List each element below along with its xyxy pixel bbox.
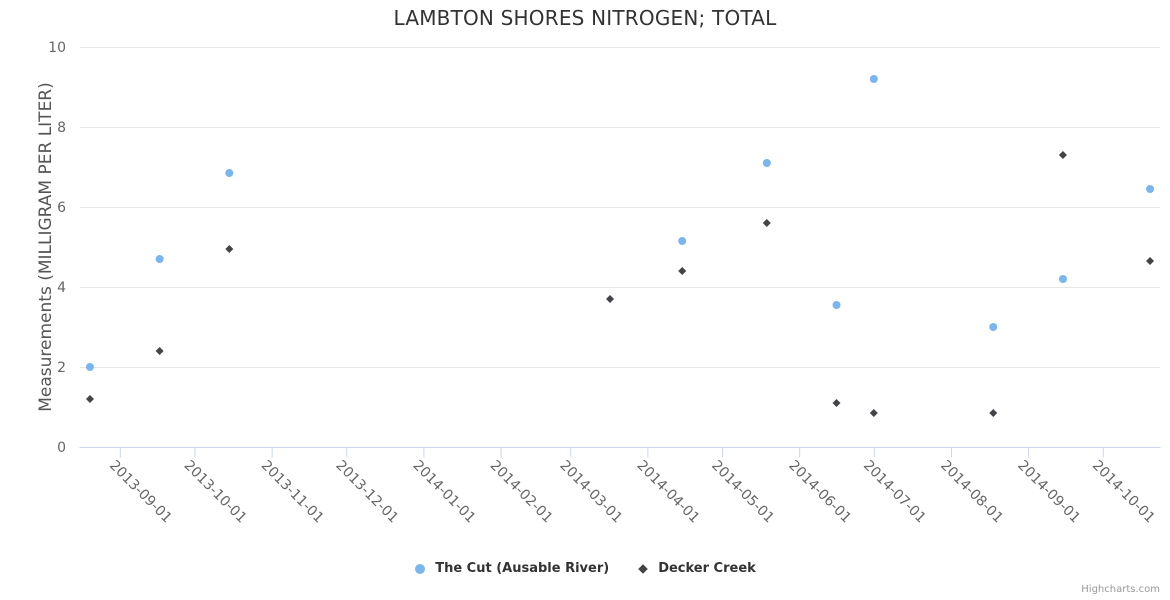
data-point-series-0[interactable] [155,255,164,263]
data-point-series-1[interactable] [85,395,94,403]
x-axis-label: 2014-05-01 [708,458,777,527]
data-point-series-0[interactable] [989,323,998,331]
y-axis-label: 8 [57,120,66,136]
data-point-series-1[interactable] [762,219,771,227]
data-point-series-0[interactable] [85,363,94,371]
data-point-series-1[interactable] [606,295,615,303]
data-point-series-1[interactable] [832,399,841,407]
x-axis-label: 2014-02-01 [487,458,556,527]
legend-marker-diamond-icon [638,563,648,574]
legend-label: The Cut (Ausable River) [435,561,610,576]
data-point-series-0[interactable] [225,169,234,177]
y-axis-label: 2 [57,360,66,376]
x-axis-label: 2014-04-01 [634,458,703,527]
data-point-series-1[interactable] [155,347,164,355]
chart-title: LAMBTON SHORES NITROGEN; TOTAL [393,6,777,30]
y-axis-label: 0 [57,440,66,456]
highcharts-credit[interactable]: Highcharts.com [1081,584,1160,595]
data-point-series-1[interactable] [1058,151,1067,159]
y-axis-label: 10 [48,40,66,56]
data-point-series-0[interactable] [832,301,841,309]
x-axis-label: 2013-10-01 [181,458,250,527]
data-point-series-0[interactable] [869,75,878,83]
data-point-series-0[interactable] [1146,185,1155,193]
legend-marker-circle-icon [415,563,426,574]
x-axis-label: 2014-07-01 [860,458,929,527]
data-point-series-0[interactable] [762,159,771,167]
data-point-series-1[interactable] [1146,257,1155,265]
data-point-series-0[interactable] [1058,275,1067,283]
x-axis-label: 2014-01-01 [410,458,479,527]
data-point-series-1[interactable] [225,245,234,253]
y-axis-label: 4 [57,280,66,296]
legend-item-decker-creek[interactable]: Decker Creek [637,561,756,576]
x-axis-label: 2014-10-01 [1089,458,1158,527]
x-axis-label: 2014-08-01 [937,458,1006,527]
data-point-series-1[interactable] [989,409,998,417]
x-axis-label: 2013-12-01 [332,458,401,527]
data-point-series-1[interactable] [678,267,687,275]
legend: The Cut (Ausable River) Decker Creek [0,561,1170,576]
x-axis-label: 2014-03-01 [556,458,625,527]
legend-item-the-cut[interactable]: The Cut (Ausable River) [414,561,609,576]
data-point-series-1[interactable] [869,409,878,417]
x-axis-label: 2013-09-01 [106,458,175,527]
y-axis-label: 6 [57,200,66,216]
x-axis-label: 2013-11-01 [258,458,327,527]
legend-label: Decker Creek [658,561,756,576]
data-point-series-0[interactable] [678,237,687,245]
x-axis-label: 2014-06-01 [785,458,854,527]
x-axis-label: 2014-09-01 [1014,458,1083,527]
